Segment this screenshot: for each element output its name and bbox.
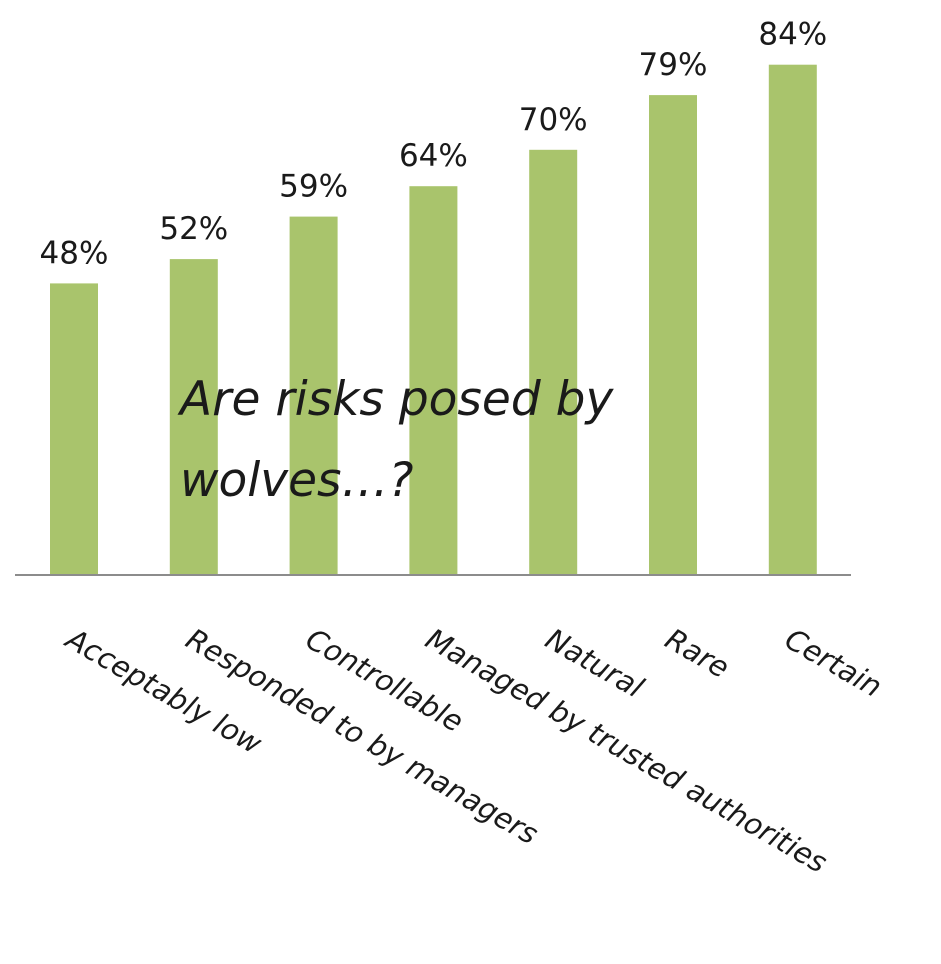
bar-2 <box>289 216 338 575</box>
chart-title-line-1: Are risks posed by <box>177 372 614 427</box>
data-labels-layer: 48% 52% 59% 64% 70% 79% 84% <box>40 17 828 272</box>
data-label-6: 84% <box>758 17 827 53</box>
bar-1 <box>169 259 218 575</box>
data-label-2: 59% <box>279 169 348 205</box>
bars-layer <box>50 64 817 576</box>
bar-4 <box>529 149 578 576</box>
data-label-1: 52% <box>159 211 228 247</box>
data-label-4: 70% <box>519 102 588 138</box>
category-label-5: Rare <box>660 622 736 685</box>
data-label-0: 48% <box>40 235 109 271</box>
bar-6 <box>768 64 817 575</box>
chart-title-line-2: wolves…? <box>180 453 413 508</box>
bar-3 <box>409 186 458 575</box>
category-label-0: Acceptably low <box>59 621 268 761</box>
bar-0 <box>50 283 98 575</box>
category-label-6: Certain <box>779 622 887 704</box>
bar-5 <box>649 95 697 575</box>
category-label-3: Managed by trusted authorities <box>420 622 833 880</box>
data-label-5: 79% <box>639 47 708 83</box>
data-label-3: 64% <box>399 138 468 174</box>
